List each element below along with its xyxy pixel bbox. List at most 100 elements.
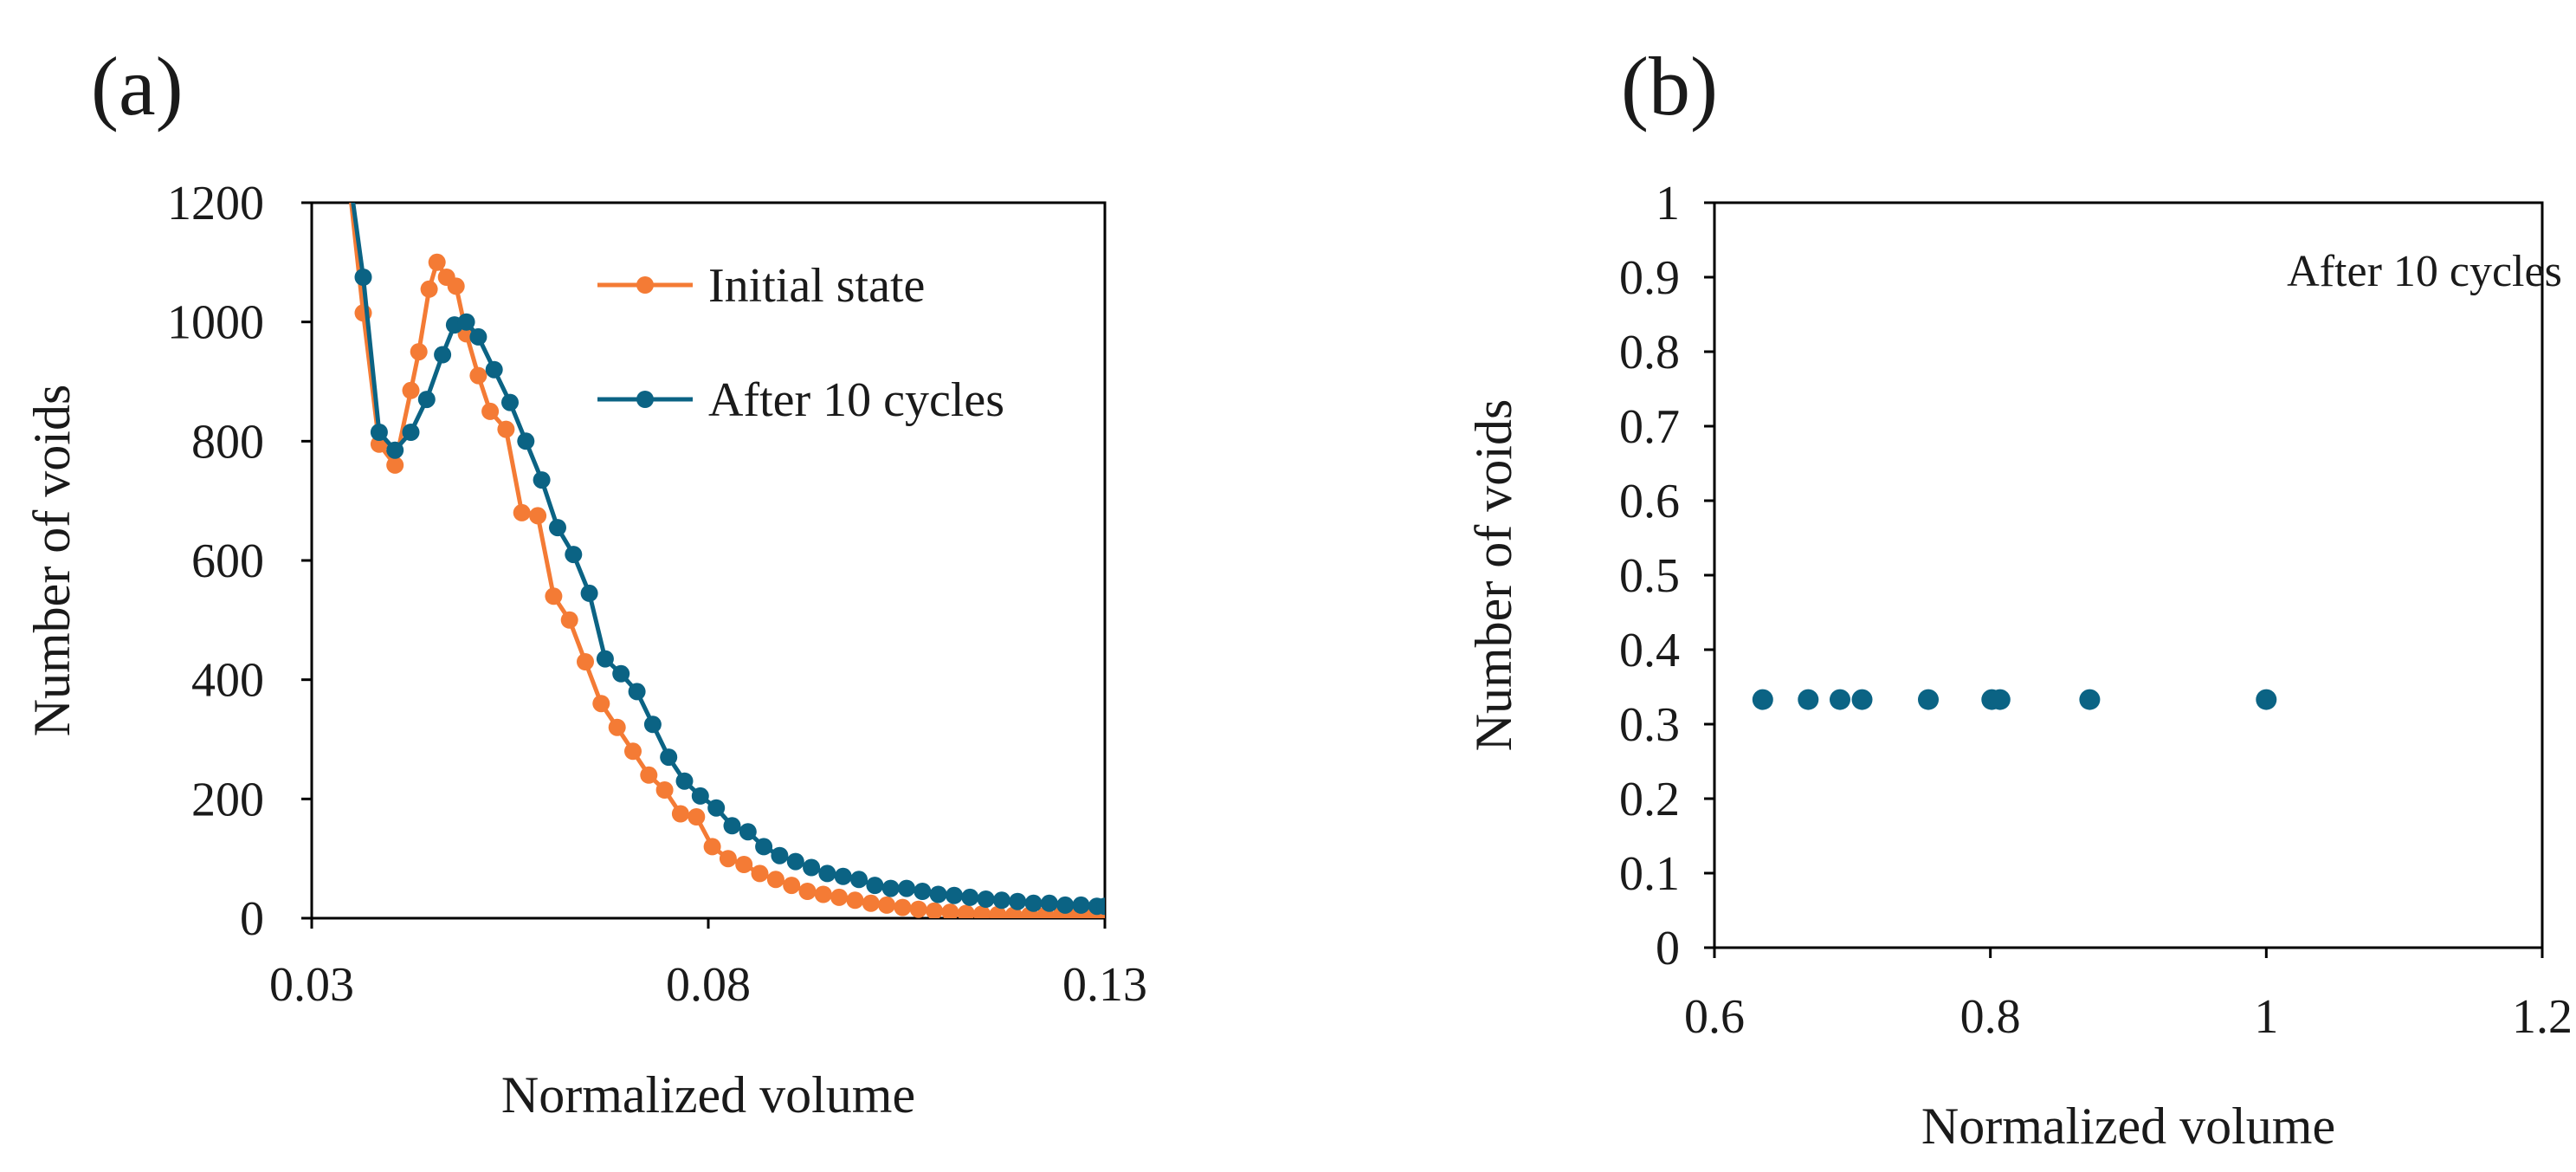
- data-point: [469, 327, 487, 346]
- data-point: [517, 432, 535, 450]
- data-point: [703, 838, 721, 856]
- data-point: [417, 391, 436, 409]
- panel-b-y-axis-title: Number of voids: [1465, 399, 1522, 752]
- data-point: [640, 766, 658, 784]
- panel-a-x-axis-title: Normalized volume: [501, 1066, 915, 1123]
- series-after-10-cycles: [339, 152, 1105, 916]
- data-point: [469, 366, 487, 385]
- data-point: [1072, 896, 1090, 914]
- data-point: [783, 877, 801, 895]
- data-point: [624, 742, 642, 761]
- data-point: [533, 471, 551, 489]
- data-point: [628, 683, 646, 701]
- data-point: [580, 584, 598, 602]
- y-tick-label: 600: [191, 534, 264, 588]
- y-tick-label: 1: [1656, 177, 1680, 230]
- data-point: [402, 381, 420, 399]
- panel-a-x-axis: 0.03 0.08 0.13: [269, 918, 1147, 1012]
- data-point: [818, 864, 836, 883]
- data-point: [814, 885, 832, 903]
- data-point: [914, 883, 932, 900]
- data-point: [1009, 892, 1027, 910]
- y-tick-label: 0.6: [1619, 475, 1680, 528]
- panel-a-y-axis-title: Number of voids: [23, 385, 81, 737]
- data-point: [723, 817, 741, 835]
- x-tick-label: 0.8: [1960, 990, 2021, 1044]
- data-point: [481, 402, 500, 420]
- panel-b-x-axis: 0.6 0.8 1 1.2: [1684, 948, 2573, 1044]
- data-point: [434, 346, 452, 364]
- data-point: [977, 890, 995, 908]
- data-point: [1040, 894, 1058, 912]
- data-point: [410, 343, 428, 361]
- data-point: [596, 650, 614, 668]
- panel-a-label: (a): [91, 40, 184, 133]
- y-tick-label: 0.7: [1619, 400, 1680, 454]
- data-point: [1918, 689, 1939, 710]
- data-point: [420, 280, 438, 298]
- y-tick-label: 1200: [167, 177, 264, 230]
- data-point: [691, 787, 709, 805]
- data-point: [660, 748, 678, 767]
- panel-b-label: (b): [1621, 40, 1718, 133]
- data-point: [803, 858, 821, 877]
- data-point: [707, 799, 726, 817]
- y-tick-label: 0.1: [1619, 847, 1680, 901]
- data-point: [766, 871, 784, 889]
- data-point: [1024, 894, 1043, 912]
- data-point: [989, 905, 1007, 918]
- data-point: [529, 507, 547, 525]
- data-point: [428, 253, 446, 271]
- data-point: [655, 781, 674, 799]
- panel-a: (a) 0 200 400 600 800 1000 1200 0.03 0.08 0.13 N…: [23, 40, 1147, 1123]
- data-point: [1830, 689, 1850, 710]
- data-point: [608, 718, 626, 736]
- data-point: [339, 152, 356, 170]
- y-tick-label: 0.5: [1619, 549, 1680, 603]
- series-after-10-cycles-scatter: [1752, 689, 2277, 710]
- data-point: [881, 879, 900, 897]
- y-tick-label: 0: [240, 892, 264, 946]
- series-initial-state: [339, 159, 1105, 918]
- data-point: [1851, 689, 1873, 710]
- data-point: [830, 888, 849, 906]
- data-point: [771, 846, 789, 864]
- x-tick-label: 0.08: [666, 958, 751, 1012]
- data-point: [560, 611, 578, 629]
- data-point: [1056, 896, 1075, 914]
- data-point: [447, 277, 465, 295]
- data-point: [675, 772, 694, 790]
- panel-b-annotation: After 10 cycles: [2287, 247, 2562, 296]
- legend-after-marker: [636, 391, 654, 408]
- legend-item-initial-state: Initial state: [597, 259, 925, 313]
- data-point: [577, 653, 594, 670]
- data-point: [862, 894, 880, 912]
- x-tick-label: 0.03: [269, 958, 354, 1012]
- data-point: [545, 587, 563, 605]
- y-tick-label: 0.8: [1619, 326, 1680, 379]
- y-tick-label: 0.4: [1619, 624, 1680, 677]
- data-point: [354, 269, 372, 286]
- data-point: [798, 883, 817, 900]
- x-tick-label: 0.13: [1062, 958, 1147, 1012]
- y-tick-label: 0.3: [1619, 698, 1680, 752]
- data-point: [688, 808, 706, 826]
- data-point: [846, 891, 864, 910]
- data-point: [957, 904, 975, 918]
- data-point: [1989, 689, 2011, 710]
- data-point: [612, 664, 630, 683]
- data-point: [946, 886, 963, 904]
- data-point: [565, 546, 583, 564]
- data-point: [992, 891, 1010, 910]
- data-point: [751, 864, 769, 883]
- data-point: [513, 503, 531, 521]
- data-point: [671, 805, 689, 823]
- data-point: [485, 360, 503, 379]
- data-point: [898, 879, 915, 897]
- data-point: [386, 456, 404, 474]
- data-point: [929, 885, 947, 903]
- data-point: [834, 867, 852, 885]
- data-point: [339, 159, 356, 176]
- y-tick-label: 0.2: [1619, 773, 1680, 826]
- data-point: [739, 823, 757, 841]
